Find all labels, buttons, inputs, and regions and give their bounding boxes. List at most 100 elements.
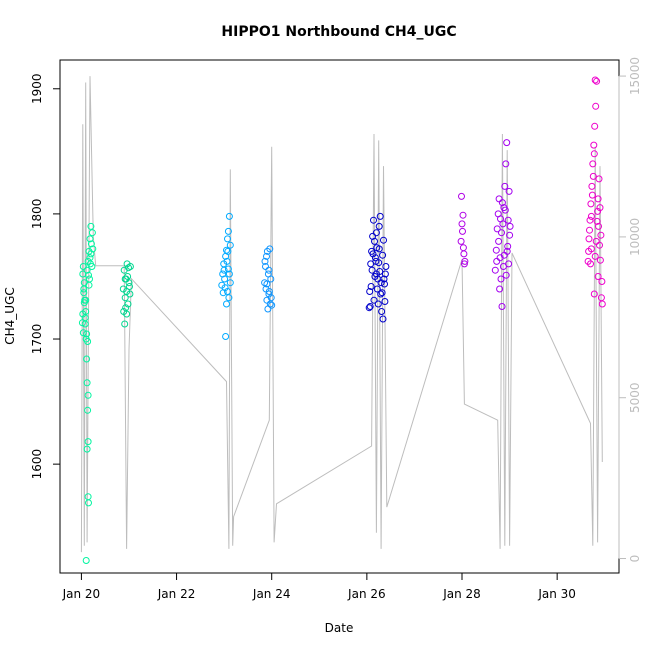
data-point [492,246,500,254]
data-point [381,298,389,305]
data-point [80,289,88,297]
data-point [83,266,91,274]
data-point [586,226,593,234]
data-point [377,290,385,298]
data-point [590,290,598,298]
y-tick-label: 1700 [30,324,44,355]
data-point [589,172,597,180]
data-point [592,102,600,110]
data-point [226,241,234,249]
data-point [590,150,598,158]
data-point [126,283,133,290]
altitude-trace-layer [80,76,603,553]
y-tick-label: 1600 [30,449,44,480]
data-point [80,285,88,293]
data-point [221,284,229,292]
data-point [459,211,467,219]
data-point [371,254,379,262]
data-point [590,141,598,149]
data-point [498,303,506,310]
data-point [381,280,388,288]
data-point [587,212,595,220]
data-point [224,235,231,243]
data-point [502,271,510,279]
data-point [224,265,232,273]
data-point [371,237,378,245]
chart-title: HIPPO1 Northbound CH4_UGC [221,24,456,40]
secondary-y-axis: 0 5000 10000 15000 [618,57,642,562]
data-point [220,266,228,274]
data-point [506,231,514,239]
data-point [263,296,271,304]
data-point [501,182,509,190]
data-point [225,270,233,278]
data-points-layer [78,76,606,564]
altitude-trace-line [80,76,603,553]
data-point [458,192,465,200]
data-point [366,303,374,310]
data-point [365,304,373,312]
data-point [370,216,377,224]
data-point [125,264,132,272]
data-point [498,229,505,237]
data-point [86,254,94,262]
data-point [382,263,390,270]
data-point [597,231,605,239]
data-point [83,445,91,453]
data-point [79,263,87,270]
data-point [493,225,501,233]
data-point [84,406,92,414]
data-point [591,76,599,84]
data-point [374,300,382,308]
data-point [503,247,511,255]
data-point [501,206,509,214]
x-axis: Jan 20 Jan 22 Jan 24 Jan 26 Jan 28 Jan 30 [62,572,576,601]
data-point [589,160,597,168]
data-point [596,204,604,212]
data-point [84,391,92,399]
data-point [592,237,600,245]
data-point [224,247,232,255]
data-point [459,227,466,235]
data-point [588,182,596,190]
data-point [86,235,94,243]
data-point [265,266,273,274]
data-point [369,250,377,258]
data-point [223,246,230,254]
data-point [506,222,514,230]
data-point [375,245,383,253]
data-point [266,245,274,253]
data-point [85,281,93,289]
data-point [87,250,95,258]
data-point [595,222,602,230]
secondary-y-tick-label: 15000 [628,57,642,95]
data-point [595,175,603,183]
x-tick-label: Jan 26 [347,587,386,601]
data-point [80,299,88,307]
data-point [498,199,506,207]
data-point [493,257,501,265]
data-point [83,330,91,338]
data-point [596,256,604,264]
x-tick-label: Jan 24 [252,587,291,601]
data-point [87,240,95,248]
data-point [264,305,272,313]
data-point [457,237,465,245]
data-point [459,244,467,252]
data-point [594,195,602,203]
data-point [85,499,92,507]
data-point [504,242,512,250]
data-point [376,268,384,275]
data-point [585,235,593,243]
data-point [267,275,275,283]
data-point [223,257,231,265]
data-point [83,379,91,387]
data-point [124,300,132,308]
data-point [588,191,596,199]
data-point [84,338,92,345]
data-point [496,285,504,293]
x-tick-label: Jan 30 [537,587,576,601]
data-point [123,288,131,295]
